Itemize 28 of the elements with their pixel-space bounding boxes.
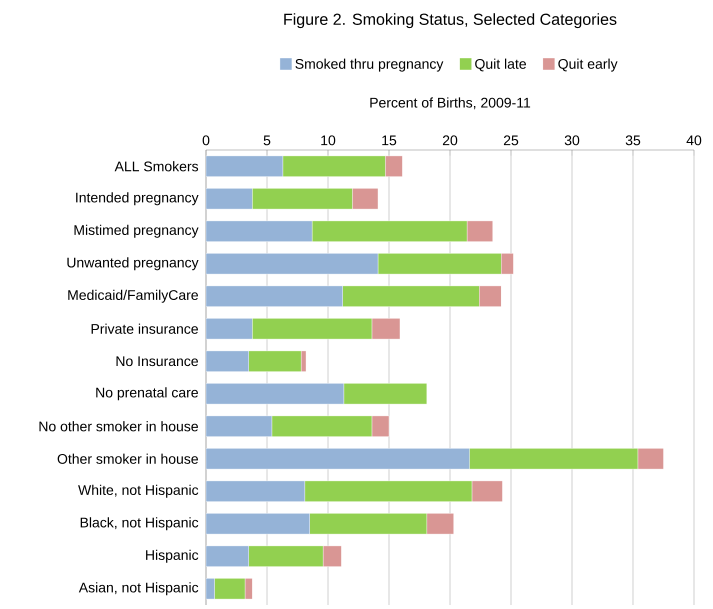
y-tick-label: Unwanted pregnancy	[67, 257, 199, 270]
y-tick-label: Other smoker in house	[58, 454, 198, 464]
x-axis-title: Percent of Births, 2009-11	[370, 97, 530, 110]
y-tick-label: Black, not Hispanic	[80, 517, 198, 530]
y-tick-label: Hispanic	[146, 550, 198, 563]
x-tick-label: 20	[442, 135, 458, 146]
x-tick-label: 0	[202, 135, 210, 146]
legend-label: Quit early	[558, 58, 618, 72]
y-tick-label: Mistimed pregnancy	[74, 224, 199, 238]
y-tick-label: Medicaid/FamilyCare	[68, 290, 198, 303]
x-tick-label: 15	[382, 136, 396, 146]
legend-label: Quit late	[475, 58, 526, 72]
y-tick-label: Private insurance	[92, 324, 198, 334]
x-tick-label: 40	[686, 135, 702, 146]
chart-title: Figure 2. Smoking Status, Selected Categories	[284, 13, 616, 28]
x-tick-label: 30	[564, 135, 580, 146]
y-tick-label: No Insurance	[116, 356, 198, 366]
x-tick-label: 25	[504, 135, 518, 146]
x-tick-label: 35	[626, 135, 640, 146]
y-tick-label: Asian, not Hispanic	[78, 582, 198, 596]
y-tick-label: ALL Smokers	[114, 161, 198, 172]
y-tick-label: White, not Hispanic	[78, 484, 198, 498]
y-tick-label: No prenatal care	[96, 387, 198, 400]
y-tick-label: No other smoker in house	[39, 421, 198, 432]
legend-label: Smoked thru pregnancy	[295, 58, 444, 72]
y-tick-label: Intended pregnancy	[76, 192, 199, 206]
x-tick-label: 5	[264, 136, 270, 146]
x-tick-label: 10	[321, 135, 336, 146]
